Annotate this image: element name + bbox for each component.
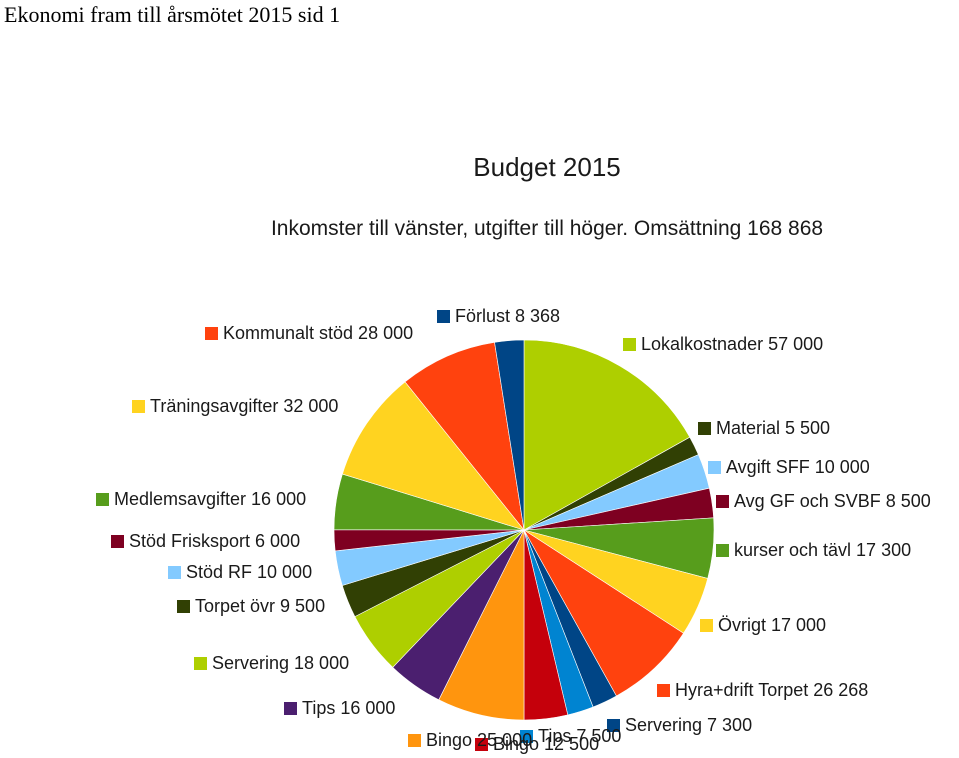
slice-label: Lokalkostnader 57 000: [641, 334, 823, 354]
chart-subtitle: Inkomster till vänster, utgifter till hö…: [271, 217, 823, 240]
label-swatch: [623, 338, 636, 351]
slice-label: Medlemsavgifter 16 000: [114, 489, 306, 509]
label-swatch: [716, 495, 729, 508]
slice-label: Övrigt 17 000: [718, 615, 826, 635]
slice-label: Stöd Frisksport 6 000: [129, 531, 300, 551]
pie-slice: [494, 339, 525, 531]
label-swatch: [168, 566, 181, 579]
label-swatch: [657, 684, 670, 697]
slice-label: Träningsavgifter 32 000: [150, 396, 338, 416]
slice-label: Avgift SFF 10 000: [726, 457, 870, 477]
slice-label: Bingo 25 000: [426, 730, 532, 750]
slice-label: Torpet övr 9 500: [195, 596, 325, 616]
pie-slice: [342, 381, 525, 531]
label-swatch: [408, 734, 421, 747]
slice-label: kurser och tävl 17 300: [734, 540, 911, 560]
label-swatch: [437, 310, 450, 323]
slice-label: Avg GF och SVBF 8 500: [734, 491, 931, 511]
label-swatch: [716, 544, 729, 557]
label-swatch: [607, 719, 620, 732]
label-swatch: [520, 730, 533, 743]
slice-label: Hyra+drift Torpet 26 268: [675, 680, 868, 700]
label-swatch: [132, 400, 145, 413]
slice-label: Tips 7 500: [538, 726, 621, 746]
pie-slice: [523, 339, 691, 531]
slice-label: Material 5 500: [716, 418, 830, 438]
pie-slice: [523, 529, 684, 697]
page-title: Ekonomi fram till årsmötet 2015 sid 1: [4, 2, 341, 27]
slice-label: Servering 18 000: [212, 653, 349, 673]
slice-label: Stöd RF 10 000: [186, 562, 312, 582]
label-swatch: [194, 657, 207, 670]
label-swatch: [700, 619, 713, 632]
label-swatch: [475, 738, 488, 751]
pie-slice: [404, 341, 525, 532]
slice-label: Kommunalt stöd 28 000: [223, 323, 413, 343]
label-swatch: [284, 702, 297, 715]
label-swatch: [177, 600, 190, 613]
slice-label: Bingo 12 500: [493, 734, 599, 754]
slice-label: Servering 7 300: [625, 715, 752, 735]
chart-title: Budget 2015: [473, 152, 620, 182]
slice-label: Tips 16 000: [302, 698, 395, 718]
label-swatch: [698, 422, 711, 435]
label-swatch: [111, 535, 124, 548]
slice-label: Förlust 8 368: [455, 306, 560, 326]
label-swatch: [96, 493, 109, 506]
label-swatch: [205, 327, 218, 340]
label-swatch: [708, 461, 721, 474]
